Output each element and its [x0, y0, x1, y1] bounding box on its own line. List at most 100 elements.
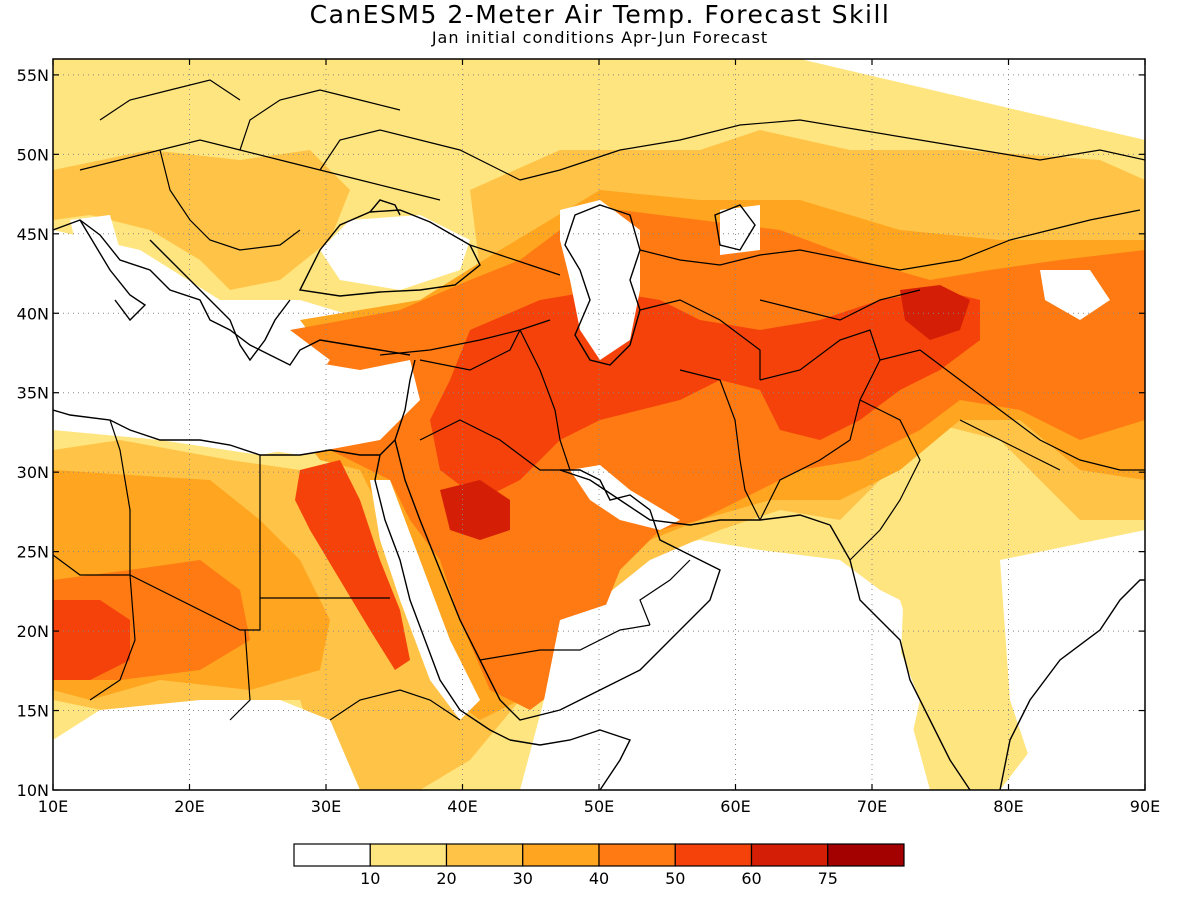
y-tick-label: 10N: [17, 781, 49, 800]
no-skill-east-africa: [53, 700, 360, 790]
no-skill-caspian: [560, 200, 640, 360]
border-uzbek-kyrgyz: [759, 289, 921, 321]
y-tick-label: 35N: [17, 384, 49, 403]
border-turkey-south: [379, 319, 551, 356]
colorbar-swatch: [522, 843, 600, 867]
border-caucasus: [469, 244, 561, 276]
colorbar-label: 10: [360, 869, 380, 888]
border-afghanistan-pakistan: [759, 329, 881, 521]
colorbar-swatch: [445, 843, 524, 867]
colorbar-label: 75: [818, 869, 838, 888]
y-tick-label: 30N: [17, 463, 49, 482]
border-india-pakistan: [849, 399, 921, 561]
no-skill-black-sea: [320, 215, 470, 290]
skill-region-60-75-arabia: [440, 480, 510, 540]
colorbar-swatch: [750, 843, 829, 867]
map-title: CanESM5 2-Meter Air Temp. Forecast Skill: [309, 0, 891, 29]
no-skill-arabian-sea: [530, 550, 920, 790]
x-tick-label: 70E: [857, 797, 887, 816]
colorbar-label: 30: [513, 869, 533, 888]
colorbar-swatch: [369, 843, 448, 867]
y-tick-label: 15N: [17, 702, 49, 721]
y-axis-ticks: 10N 15N 20N 25N 30N 35N 40N 45N 50N 55N: [17, 66, 1145, 800]
colorbar-label: 60: [741, 869, 761, 888]
y-tick-label: 50N: [17, 145, 49, 164]
x-tick-label: 60E: [720, 797, 750, 816]
coast-north-africa: [53, 359, 416, 456]
border-syria-iraq: [419, 329, 521, 371]
border-oman: [639, 559, 691, 626]
no-skill-red-sea: [370, 480, 480, 720]
border-ukraine: [319, 129, 521, 181]
coast-iran-south: [559, 469, 831, 526]
coast-crimea: [369, 199, 401, 216]
colorbar-swatch: [598, 843, 676, 867]
coast-india: [829, 524, 971, 790]
x-tick-label: 40E: [447, 797, 477, 816]
border-china-mongolia: [1009, 209, 1141, 241]
x-tick-label: 30E: [311, 797, 341, 816]
skill-region-50-60: [53, 600, 130, 680]
skill-region-50-60-middle: [430, 290, 980, 500]
coast-caspian: [564, 204, 641, 366]
border-europe-4: [99, 79, 241, 121]
border-india-china: [879, 349, 1145, 471]
coast-horn-africa: [509, 729, 631, 790]
x-tick-label: 20E: [174, 797, 204, 816]
colorbar-label: 40: [589, 869, 609, 888]
border-iran-afghanistan: [679, 369, 761, 521]
y-tick-label: 40N: [17, 304, 49, 323]
coast-balkans-greece: [149, 239, 291, 362]
x-axis-ticks: 10E 20E 30E 40E 50E 60E 70E 80E 90E: [38, 59, 1160, 816]
border-algeria-libya: [109, 419, 131, 575]
x-tick-label: 80E: [993, 797, 1023, 816]
x-tick-label: 50E: [584, 797, 614, 816]
coast-europe-south: [53, 219, 411, 366]
skill-region-60-75-asia: [900, 285, 970, 340]
border-niger: [53, 554, 136, 701]
border-saudi-yemen: [479, 624, 651, 661]
coast-italy: [79, 219, 147, 322]
coast-red-sea-east: [394, 439, 721, 721]
map-subtitle: Jan initial conditions Apr-Jun Forecast: [431, 28, 769, 47]
no-skill-central-asia: [720, 205, 760, 255]
no-skill-persian-gulf: [570, 465, 680, 530]
border-chad-sudan: [229, 629, 251, 721]
y-tick-label: 20N: [17, 622, 49, 641]
map-gridlines: [53, 59, 1145, 790]
no-skill-alps: [70, 215, 120, 260]
skill-region-10-20-south: [900, 560, 1020, 790]
x-tick-label: 90E: [1130, 797, 1160, 816]
border-libya-chad: [129, 574, 261, 631]
y-tick-label: 45N: [17, 225, 49, 244]
y-tick-label: 25N: [17, 543, 49, 562]
coast-red-sea-west: [374, 454, 511, 741]
country-borders: [53, 79, 1145, 721]
coast-aral: [714, 204, 756, 251]
colorbar-swatch: [827, 843, 905, 867]
skill-region-20-30-europe: [53, 150, 350, 290]
coast-india-east: [999, 579, 1145, 790]
border-kazakhstan-russia: [519, 119, 1145, 181]
border-europe-3: [239, 89, 401, 151]
coastlines: [53, 199, 1145, 790]
border-nepal: [959, 419, 1061, 471]
border-sudan-ethiopia: [329, 689, 461, 721]
no-skill-tibet: [1040, 270, 1110, 320]
y-tick-label: 55N: [17, 66, 49, 85]
x-tick-label: 10E: [38, 797, 68, 816]
colorbar: 10 20 30 40 50 60 75: [293, 843, 905, 888]
border-iraq-iran: [519, 329, 571, 471]
colorbar-label: 20: [436, 869, 456, 888]
colorbar-swatch: [674, 843, 753, 867]
no-skill-mediterranean: [53, 310, 420, 455]
skill-region-50-60-nile: [295, 460, 410, 670]
border-europe-1: [79, 139, 441, 201]
border-saudi-north: [419, 419, 560, 471]
colorbar-label: 50: [665, 869, 685, 888]
border-turkmenistan: [639, 299, 761, 380]
border-europe-2: [159, 149, 301, 251]
colorbar-swatch: [293, 843, 371, 867]
no-skill-india-east: [1000, 530, 1145, 790]
